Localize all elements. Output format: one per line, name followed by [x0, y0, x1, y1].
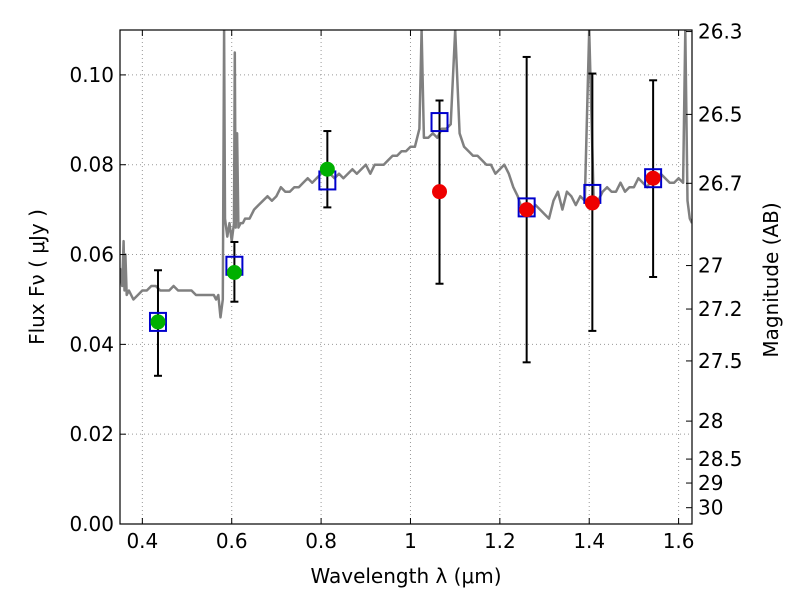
data-point-green: [226, 265, 242, 281]
model-point-square: [148, 311, 167, 332]
x-axis-label: Wavelength λ (μm): [310, 564, 501, 588]
mag-tick-label: 28: [698, 409, 723, 433]
y-tick-label: 0.10: [69, 63, 114, 87]
mag-tick-label: 27.2: [698, 297, 743, 321]
y-tick-label: 0.00: [69, 512, 114, 536]
y-tick-label: 0.02: [69, 422, 114, 446]
plot-frame: [119, 29, 693, 525]
x-tick-label: 0.6: [216, 529, 248, 553]
mag-tick-label: 28.5: [698, 447, 743, 471]
y-tick-label: 0.06: [69, 243, 114, 267]
mag-tick-label: 26.7: [698, 171, 743, 195]
y-axis-label: Flux Fν ( μJy ): [25, 209, 49, 345]
mag-tick-label: 27.5: [698, 349, 743, 373]
x-tick-label: 0.8: [305, 529, 337, 553]
x-tick-label: 1.4: [573, 529, 605, 553]
y2-axis-label: Magnitude (AB): [759, 202, 783, 357]
plot-area: [120, 30, 692, 377]
model-point-square: [644, 168, 663, 189]
data-point-red: [584, 195, 600, 211]
mag-tick-label: 26.5: [698, 102, 743, 126]
x-tick-label: 1.2: [484, 529, 516, 553]
mag-tick-label: 30: [698, 496, 723, 520]
x-tick-label: 0.4: [126, 529, 158, 553]
data-point-red: [432, 184, 448, 200]
y-tick-label: 0.04: [69, 332, 114, 356]
axes: 0.4 0.6 0.8 1 1.2 1.4 1.6 0.00 0.02 0.04 0.06 0.08 0…: [69, 20, 742, 553]
data-point-green: [150, 314, 166, 330]
model-point-square: [430, 112, 449, 133]
x-tick-label: 1: [404, 529, 417, 553]
mag-tick-label: 26.3: [698, 20, 743, 44]
mag-tick-label: 27: [698, 254, 723, 278]
data-point-red: [519, 202, 535, 218]
mag-tick-label: 29: [698, 471, 723, 495]
data-point-red: [645, 170, 661, 186]
x-tick-label: 1.6: [663, 529, 695, 553]
y-tick-label: 0.08: [69, 153, 114, 177]
data-point-green: [319, 161, 335, 177]
